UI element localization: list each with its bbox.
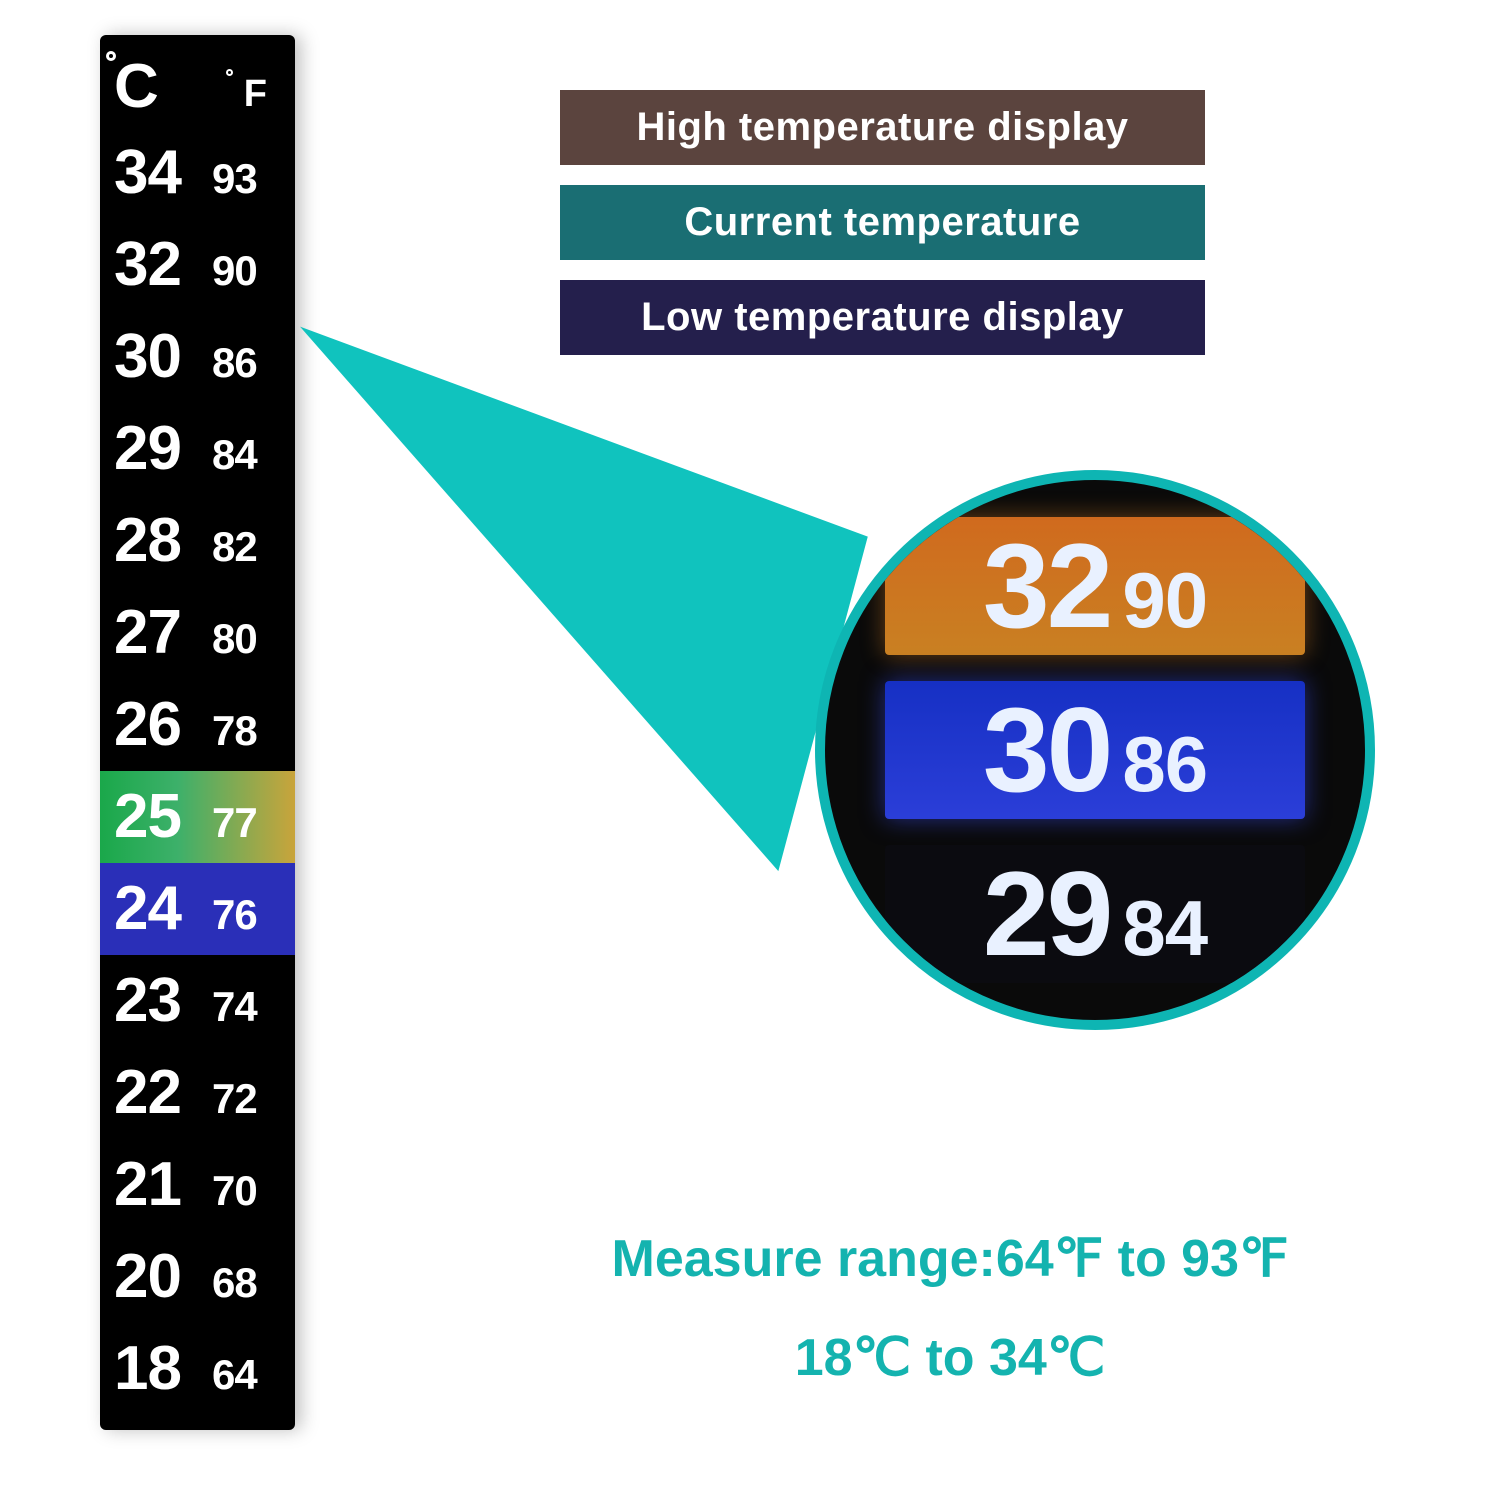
legend-current: Current temperature — [560, 185, 1205, 260]
table-row: 2780 — [100, 587, 295, 679]
table-row: 3290 — [100, 219, 295, 311]
table-row: 2272 — [100, 1047, 295, 1139]
fahrenheit-value: 93 — [212, 133, 257, 225]
table-row-highlight-low: 2476 — [100, 863, 295, 955]
table-row: 2984 — [100, 403, 295, 495]
table-row-highlight-current: 2577 — [100, 771, 295, 863]
fahrenheit-value: 74 — [212, 961, 257, 1053]
zoom-detail: 32 90 30 86 29 84 — [815, 470, 1375, 1030]
celsius-value: 18 — [114, 1323, 210, 1415]
degree-dot-f-icon — [226, 69, 233, 76]
zoom-row-current: 30 86 — [885, 681, 1305, 819]
celsius-value: 34 — [114, 127, 210, 219]
zoom-row-high: 32 90 — [885, 517, 1305, 655]
fahrenheit-value: 84 — [212, 409, 257, 501]
fahrenheit-value: 82 — [212, 501, 257, 593]
fahrenheit-value: 90 — [212, 225, 257, 317]
celsius-value: 26 — [114, 679, 210, 771]
zoom-celsius: 29 — [983, 845, 1110, 983]
zoom-row-low: 29 84 — [885, 845, 1305, 983]
legend-high: High temperature display — [560, 90, 1205, 165]
fahrenheit-label: F — [244, 73, 267, 116]
celsius-label: C — [114, 51, 159, 122]
fahrenheit-value: 68 — [212, 1237, 257, 1329]
fahrenheit-value: 86 — [212, 317, 257, 409]
celsius-value: 32 — [114, 219, 210, 311]
celsius-value: 22 — [114, 1047, 210, 1139]
table-row: 2068 — [100, 1231, 295, 1323]
celsius-value: 21 — [114, 1139, 210, 1231]
fahrenheit-value: 80 — [212, 593, 257, 685]
fahrenheit-value: 76 — [212, 869, 257, 961]
legend: High temperature display Current tempera… — [560, 90, 1205, 355]
table-row: 2374 — [100, 955, 295, 1047]
range-line-1: Measure range:64℉ to 93℉ — [470, 1210, 1430, 1309]
measure-range: Measure range:64℉ to 93℉ 18℃ to 34℃ — [470, 1210, 1430, 1408]
zoom-celsius: 32 — [983, 517, 1110, 655]
range-line-2: 18℃ to 34℃ — [470, 1309, 1430, 1408]
celsius-value: 23 — [114, 955, 210, 1047]
celsius-value: 30 — [114, 311, 210, 403]
zoom-celsius: 30 — [983, 681, 1110, 819]
fahrenheit-value: 77 — [212, 777, 257, 869]
zoom-ring: 32 90 30 86 29 84 — [815, 470, 1375, 1030]
fahrenheit-value: 78 — [212, 685, 257, 777]
legend-low: Low temperature display — [560, 280, 1205, 355]
celsius-value: 25 — [114, 771, 210, 863]
celsius-value: 20 — [114, 1231, 210, 1323]
zoom-fahrenheit: 86 — [1122, 719, 1207, 810]
table-row: 1864 — [100, 1323, 295, 1415]
zoom-fahrenheit: 90 — [1122, 555, 1207, 646]
table-row: 2678 — [100, 679, 295, 771]
fahrenheit-value: 72 — [212, 1053, 257, 1145]
table-row: 3086 — [100, 311, 295, 403]
zoom-rows: 32 90 30 86 29 84 — [865, 520, 1325, 980]
fahrenheit-value: 70 — [212, 1145, 257, 1237]
celsius-value: 28 — [114, 495, 210, 587]
table-row: 3493 — [100, 127, 295, 219]
table-row: 2882 — [100, 495, 295, 587]
strip-header: C F — [100, 45, 295, 123]
celsius-value: 24 — [114, 863, 210, 955]
strip-rows: 3493 3290 3086 2984 2882 2780 2678 2577 … — [100, 123, 295, 1421]
celsius-value: 27 — [114, 587, 210, 679]
fahrenheit-value: 64 — [212, 1329, 257, 1421]
celsius-value: 29 — [114, 403, 210, 495]
zoom-fahrenheit: 84 — [1122, 883, 1207, 974]
table-row: 2170 — [100, 1139, 295, 1231]
thermometer-strip: C F 3493 3290 3086 2984 2882 2780 2678 2… — [100, 35, 295, 1430]
